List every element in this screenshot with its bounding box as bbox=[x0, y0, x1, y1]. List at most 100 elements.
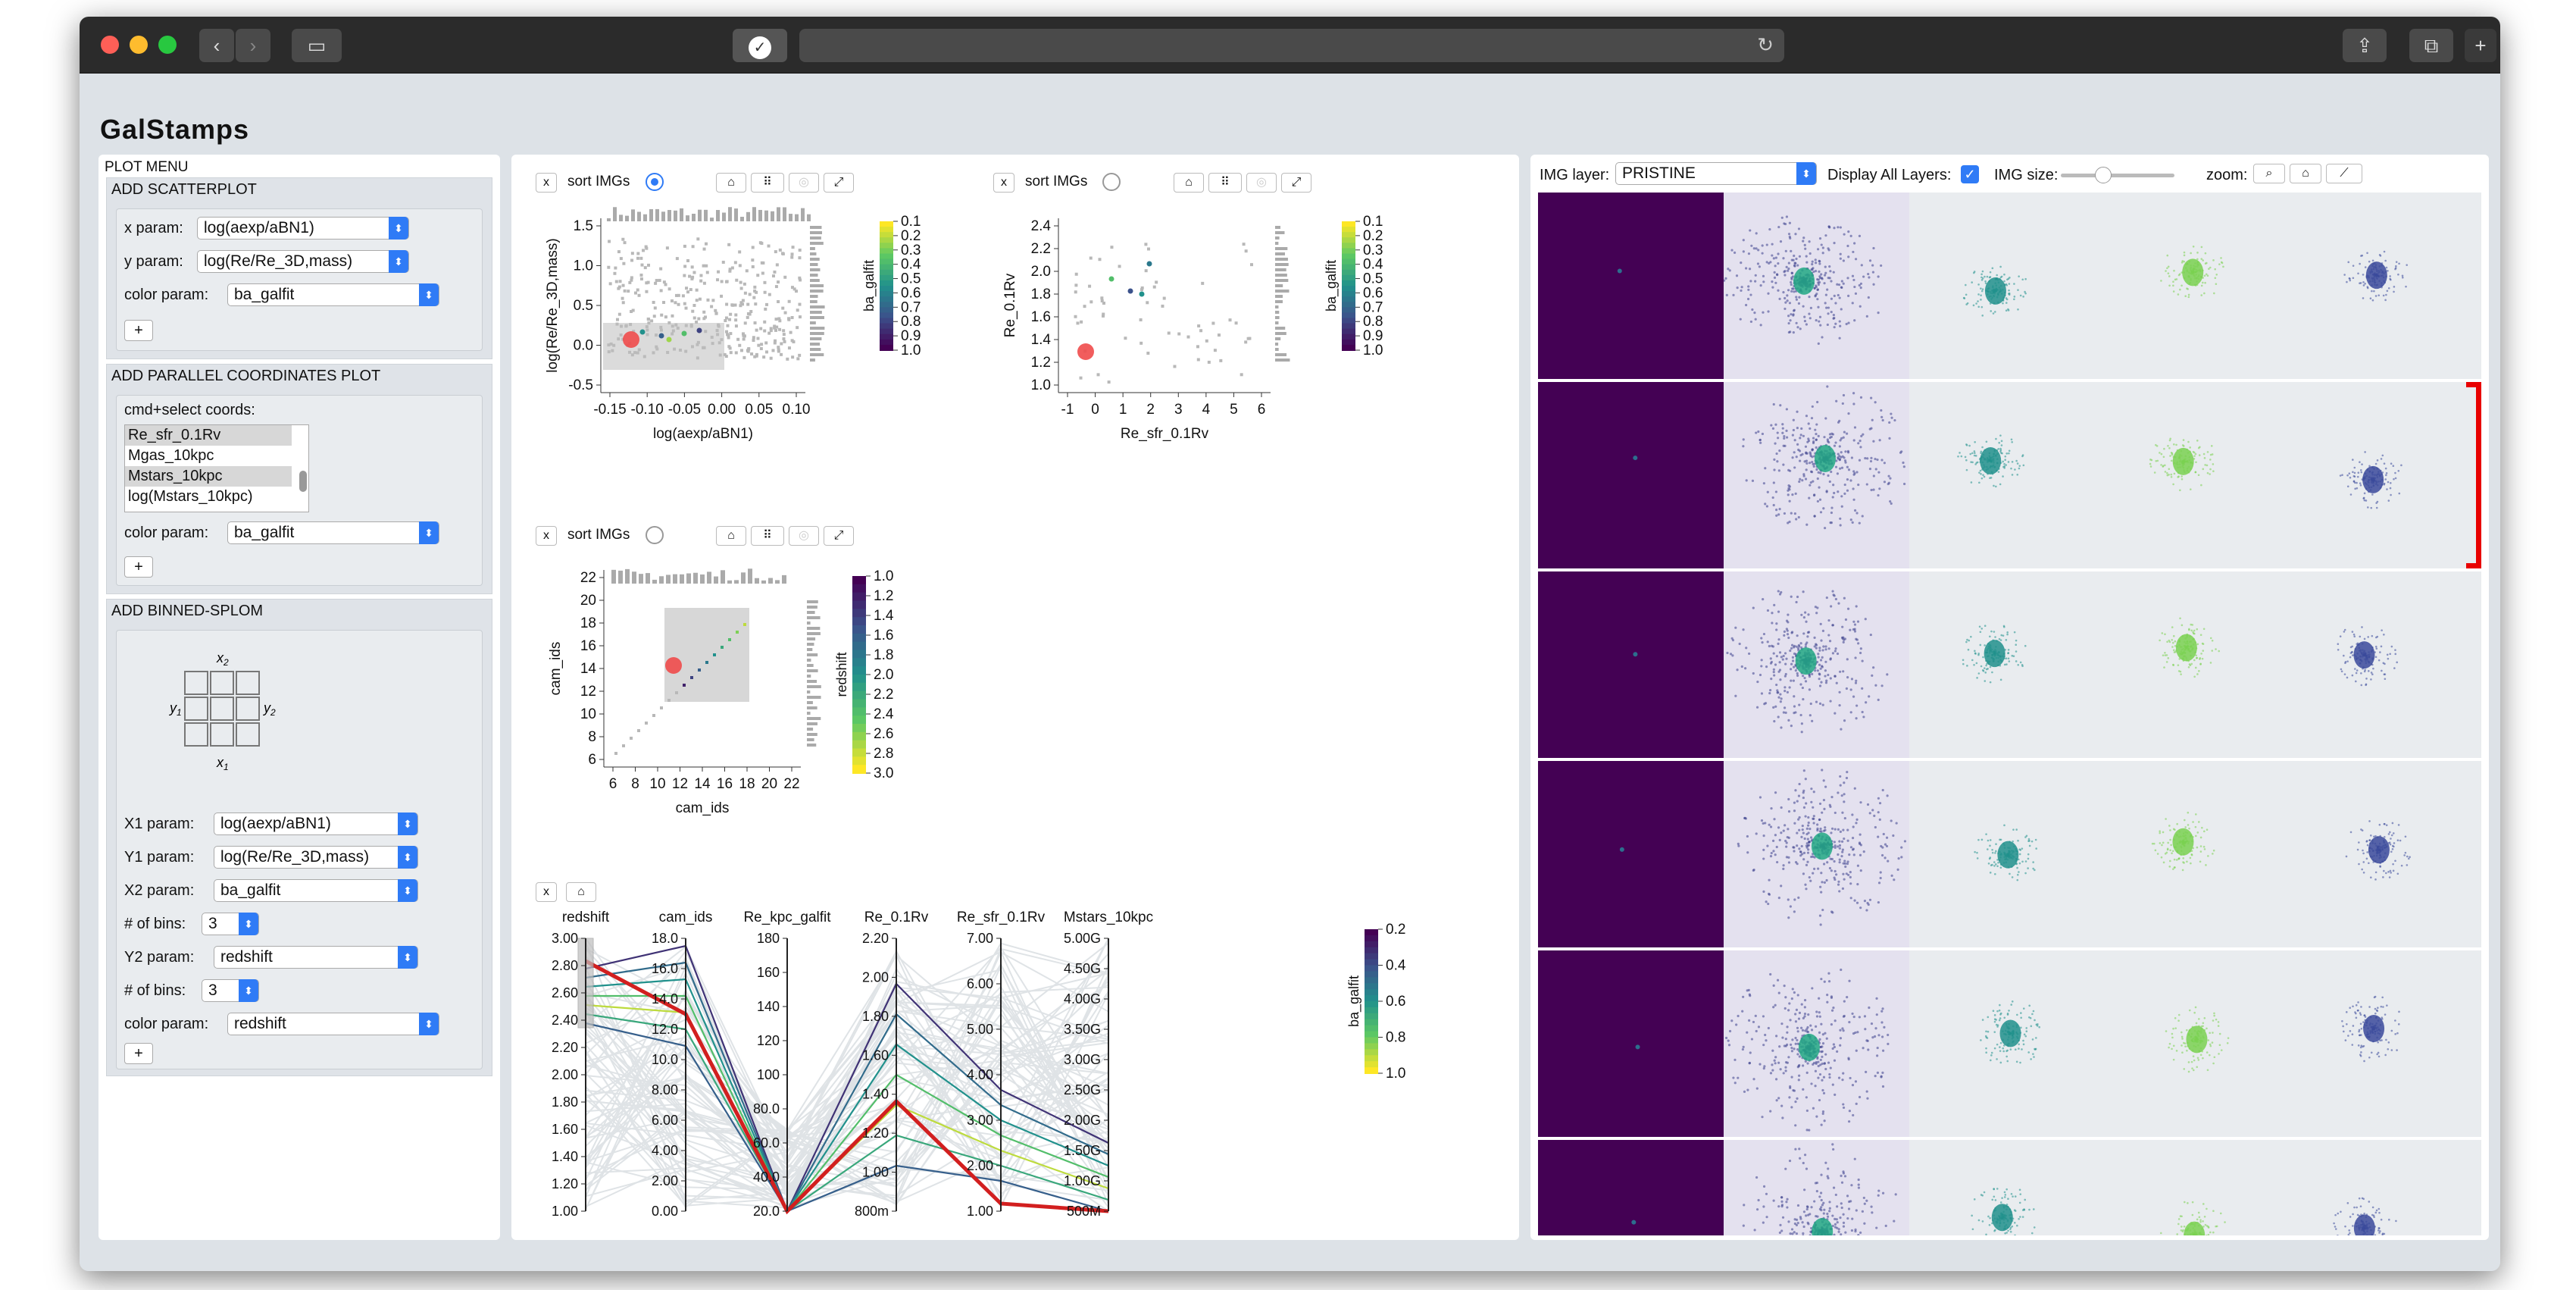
zoom-chart-button[interactable]: ⟋ bbox=[2326, 164, 2362, 183]
coord-option[interactable]: Re_sfr_0.1Rv bbox=[125, 425, 292, 446]
galaxy-row[interactable] bbox=[1538, 950, 2481, 1137]
galaxy-row[interactable] bbox=[1538, 571, 2481, 758]
sort-imgs-radio[interactable] bbox=[646, 173, 664, 191]
galaxy-stamp-image[interactable] bbox=[1724, 193, 1909, 379]
close-plot-button[interactable]: x bbox=[993, 173, 1014, 193]
bins1-select[interactable]: 3 ⬍ bbox=[202, 913, 259, 935]
y1-param-select[interactable]: log(Re/Re_3D,mass) ⬍ bbox=[214, 846, 418, 869]
galaxy-stamp-image[interactable] bbox=[1724, 382, 1909, 568]
home-button[interactable]: ⌂ bbox=[1174, 173, 1204, 193]
img-size-slider[interactable] bbox=[2061, 167, 2174, 183]
x2-param-select[interactable]: ba_galfit ⬍ bbox=[214, 879, 418, 902]
close-plot-button[interactable]: x bbox=[536, 526, 557, 546]
galaxy-stamp-image[interactable] bbox=[2281, 193, 2466, 379]
galaxy-stamp-image[interactable] bbox=[2095, 193, 2281, 379]
galaxy-stamp-image[interactable] bbox=[1538, 193, 1724, 379]
share-button[interactable]: ⇪ bbox=[2343, 29, 2387, 62]
splom-color-param-select[interactable]: redshift ⬍ bbox=[227, 1013, 439, 1035]
galaxy-pixel bbox=[1807, 844, 1811, 847]
img-layer-select[interactable]: PRISTINE ⬍ bbox=[1615, 162, 1817, 185]
sort-imgs-radio[interactable] bbox=[646, 526, 664, 544]
galaxy-stamp-image[interactable] bbox=[1724, 571, 1909, 758]
y2-param-select[interactable]: redshift ⬍ bbox=[214, 946, 418, 969]
target-button[interactable]: ◎ bbox=[789, 173, 819, 193]
galaxy-stamp-image[interactable] bbox=[1538, 571, 1724, 758]
galaxy-stamp-image[interactable] bbox=[1909, 193, 2095, 379]
coord-option[interactable]: Mstars_10kpc bbox=[125, 466, 292, 487]
add-scatterplot-button[interactable]: + bbox=[124, 320, 153, 341]
x1-param-select[interactable]: log(aexp/aBN1) ⬍ bbox=[214, 813, 418, 835]
new-tab-button[interactable]: + bbox=[2465, 29, 2496, 62]
galaxy-pixel bbox=[1774, 853, 1777, 856]
expand-button[interactable]: ⤢ bbox=[824, 526, 854, 546]
color-param-select[interactable]: ba_galfit ⬍ bbox=[227, 283, 439, 306]
sidebar-toggle-button[interactable]: ▭ bbox=[292, 29, 342, 62]
address-bar[interactable]: ↻ bbox=[799, 29, 1784, 62]
img-size-label: IMG size: bbox=[1994, 167, 2059, 183]
galaxy-stamp-image[interactable] bbox=[1909, 382, 2095, 568]
plot3-colorbar-segment bbox=[852, 699, 866, 709]
galaxy-row[interactable] bbox=[1538, 382, 2481, 568]
galaxy-pixel bbox=[1812, 465, 1815, 468]
listbox-scrollbar[interactable] bbox=[299, 471, 307, 492]
pcp-color-param-select[interactable]: ba_galfit ⬍ bbox=[227, 521, 439, 544]
galaxy-stamp-image[interactable] bbox=[1538, 382, 1724, 568]
grid-button[interactable]: ⠿ bbox=[751, 526, 784, 546]
grid-button[interactable]: ⠿ bbox=[1208, 173, 1242, 193]
coord-option[interactable]: Mgas_10kpc bbox=[128, 447, 214, 464]
close-plot-button[interactable]: x bbox=[536, 173, 557, 193]
home-button[interactable]: ⌂ bbox=[716, 526, 746, 546]
zoom-window-button[interactable] bbox=[158, 36, 177, 54]
galaxy-stamp-image[interactable] bbox=[2095, 571, 2281, 758]
galaxy-stamp-image[interactable] bbox=[1538, 950, 1724, 1137]
plot1-point bbox=[685, 286, 689, 290]
zoom-home-button[interactable]: ⌂ bbox=[2290, 164, 2321, 183]
close-pcp-button[interactable]: x bbox=[536, 882, 557, 902]
x-param-select[interactable]: log(aexp/aBN1) ⬍ bbox=[197, 217, 409, 240]
expand-button[interactable]: ⤢ bbox=[824, 173, 854, 193]
slider-thumb[interactable] bbox=[2095, 167, 2112, 183]
galaxy-pixel bbox=[2353, 635, 2356, 638]
display-all-layers-checkbox[interactable]: ✓ bbox=[1961, 165, 1979, 183]
y-param-select[interactable]: log(Re/Re_3D,mass) ⬍ bbox=[197, 250, 409, 273]
galaxy-pixel bbox=[2373, 835, 2375, 838]
back-button[interactable]: ‹ bbox=[199, 29, 234, 62]
galaxy-pixel bbox=[1791, 287, 1794, 290]
galaxy-stamp-image[interactable] bbox=[2281, 382, 2466, 568]
sort-imgs-radio[interactable] bbox=[1102, 173, 1121, 191]
privacy-report-button[interactable]: ✓ bbox=[733, 29, 787, 62]
galaxy-stamp-image[interactable] bbox=[2281, 571, 2466, 758]
minimize-window-button[interactable] bbox=[130, 36, 148, 54]
bins2-select[interactable]: 3 ⬍ bbox=[202, 979, 259, 1002]
plots-canvas[interactable]: -0.15 -0.10 -0.05 0.00 0.05 0.101.51.00.50.0-… bbox=[511, 155, 1519, 1240]
home-button[interactable]: ⌂ bbox=[716, 173, 746, 193]
add-splom-button[interactable]: + bbox=[124, 1043, 153, 1064]
expand-button[interactable]: ⤢ bbox=[1281, 173, 1311, 193]
galaxy-row[interactable] bbox=[1538, 193, 2481, 379]
galaxy-row[interactable] bbox=[1538, 761, 2481, 947]
coords-listbox[interactable]: Re_sfr_0.1Rv Mgas_10kpc Mstars_10kpc log… bbox=[124, 424, 309, 512]
galaxy-pixel bbox=[1796, 647, 1800, 650]
add-pcp-button[interactable]: + bbox=[124, 556, 153, 578]
tabs-overview-button[interactable]: ⧉ bbox=[2409, 29, 2453, 62]
image-grid[interactable] bbox=[1538, 193, 2481, 1235]
galaxy-stamp-image[interactable] bbox=[1538, 761, 1724, 947]
galaxy-stamp-image[interactable] bbox=[2095, 761, 2281, 947]
target-button[interactable]: ◎ bbox=[1246, 173, 1277, 193]
galaxy-pixel bbox=[2171, 850, 2174, 853]
galaxy-pixel bbox=[2194, 813, 2197, 816]
galaxy-stamp-image[interactable] bbox=[2281, 761, 2466, 947]
plot1-colorbar-segment bbox=[880, 274, 893, 281]
galaxy-stamp-image[interactable] bbox=[1724, 761, 1909, 947]
galaxy-stamp-image[interactable] bbox=[1724, 950, 1909, 1137]
pcp-home-button[interactable]: ⌂ bbox=[566, 882, 596, 902]
target-button[interactable]: ◎ bbox=[789, 526, 819, 546]
galaxy-stamp-image[interactable] bbox=[2095, 382, 2281, 568]
close-window-button[interactable] bbox=[101, 36, 119, 54]
grid-button[interactable]: ⠿ bbox=[751, 173, 784, 193]
zoom-in-button[interactable]: ⌕ bbox=[2253, 164, 2285, 183]
coord-option[interactable]: log(Mstars_10kpc) bbox=[128, 488, 253, 505]
galaxy-stamp-image[interactable] bbox=[1909, 761, 2095, 947]
forward-button[interactable]: › bbox=[236, 29, 270, 62]
galaxy-stamp-image[interactable] bbox=[1909, 571, 2095, 758]
